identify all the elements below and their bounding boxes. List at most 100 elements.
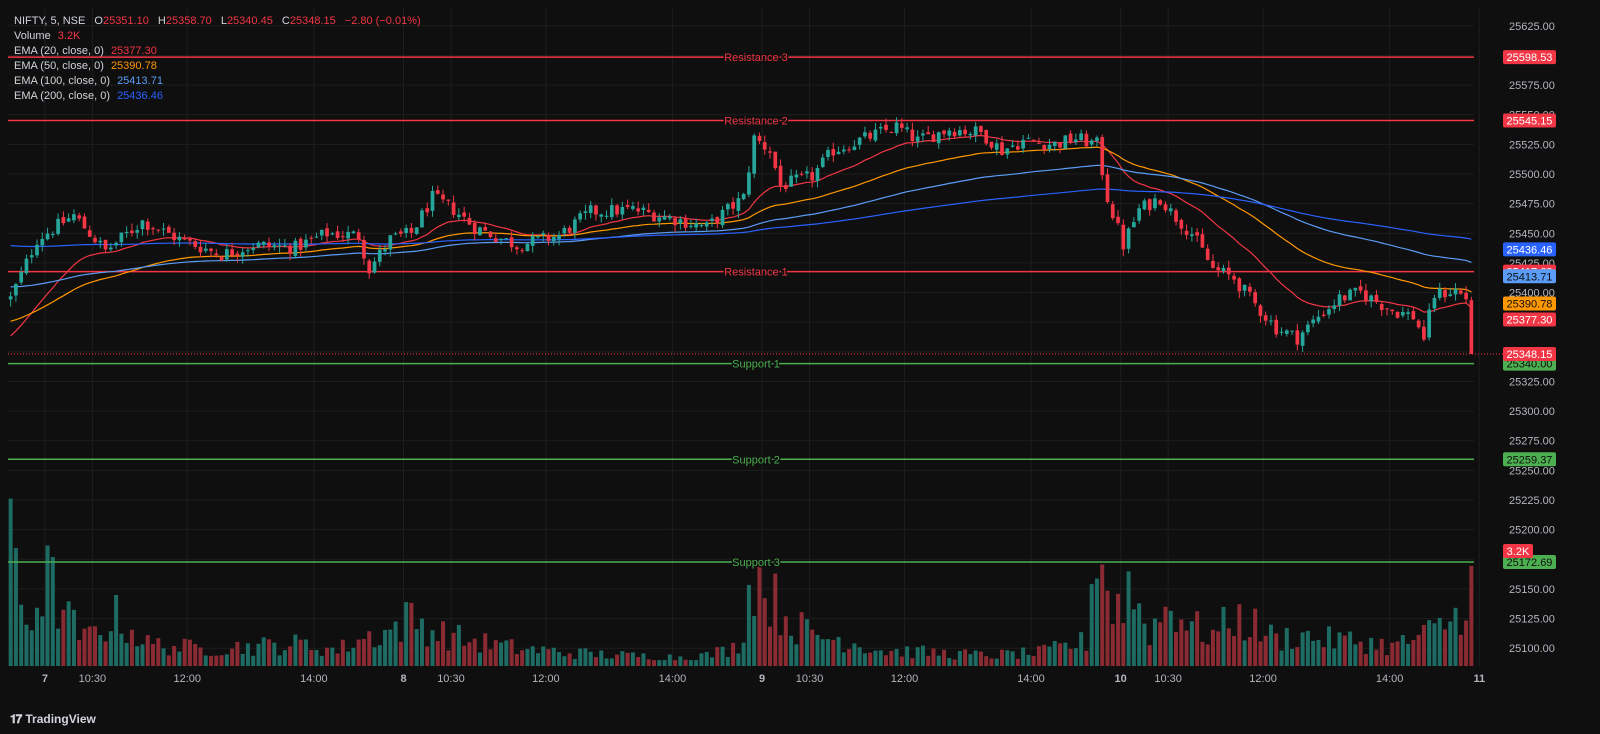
candle-body — [905, 127, 909, 130]
candle — [251, 242, 256, 254]
volume-bar — [77, 639, 82, 666]
candle-body — [1353, 287, 1358, 291]
candle — [151, 226, 155, 235]
volume-bar — [303, 639, 308, 666]
volume-bar — [24, 624, 29, 666]
ema200-legend-row[interactable]: EMA (200, close, 0) 25436.46 — [14, 89, 421, 104]
volume-bar — [804, 619, 809, 666]
ema20-legend-row[interactable]: EMA (20, close, 0) 25377.30 — [14, 44, 421, 59]
volume-bar — [673, 660, 678, 666]
low-key: L — [220, 15, 227, 27]
volume-badge-box — [1503, 544, 1533, 558]
volume-bar — [841, 652, 846, 666]
candle-body — [783, 185, 788, 189]
candle-body — [878, 126, 883, 129]
candle-body — [915, 136, 920, 142]
candle-body — [1184, 230, 1189, 235]
candle-body — [87, 230, 92, 237]
candle-body — [984, 129, 989, 144]
candle-body — [483, 227, 488, 231]
candle-body — [789, 175, 793, 187]
volume-bar — [1300, 632, 1305, 666]
candle-body — [620, 207, 625, 215]
volume-bar — [1068, 648, 1073, 666]
volume-legend-row[interactable]: Volume 3.2K — [14, 29, 421, 44]
volume-bar — [493, 640, 498, 666]
volume-bar — [884, 655, 889, 666]
candle — [1132, 217, 1136, 228]
candle-body — [694, 223, 699, 228]
volume-bar — [1058, 643, 1063, 666]
candle-body — [1258, 305, 1263, 316]
level-label: Resistance 2 — [724, 115, 788, 127]
candle — [1010, 140, 1015, 148]
volume-bar — [172, 645, 177, 666]
candle — [1052, 141, 1057, 152]
volume-bar — [715, 647, 720, 666]
candle-body — [525, 243, 530, 252]
volume-bar — [314, 650, 319, 666]
volume-bar — [1094, 578, 1099, 666]
volume-bar — [968, 654, 973, 666]
candle-body — [493, 238, 498, 242]
volume-badge: 3.2K — [1503, 544, 1533, 558]
volume-bar — [298, 639, 303, 666]
candle-body — [166, 226, 171, 233]
volume-bar — [942, 649, 947, 666]
candle — [124, 226, 129, 238]
candle-body — [172, 232, 176, 241]
volume-legend-label: Volume — [14, 30, 51, 42]
candle-body — [710, 218, 714, 221]
candle — [921, 129, 925, 142]
candle — [952, 128, 957, 139]
volume-bar — [889, 650, 894, 666]
volume-bar — [746, 584, 751, 666]
candle-body — [573, 219, 577, 233]
ema-badge-text: 25413.71 — [1507, 271, 1553, 283]
volume-bar — [752, 615, 757, 666]
candle — [1226, 260, 1231, 280]
candle-body — [868, 132, 873, 139]
volume-bar — [230, 648, 235, 666]
candle — [710, 214, 714, 227]
candle — [1200, 228, 1205, 248]
candle — [1063, 134, 1068, 149]
candle — [467, 212, 472, 226]
candle — [562, 225, 567, 237]
volume-bar — [1448, 621, 1453, 666]
volume-bar — [119, 633, 124, 666]
symbol-label[interactable]: NIFTY, 5, NSE — [14, 15, 86, 27]
candle — [673, 215, 677, 233]
candle-body — [1031, 139, 1036, 142]
volume-bar — [720, 646, 725, 666]
candle-body — [341, 236, 345, 238]
volume-bar — [646, 659, 651, 666]
candle — [831, 142, 836, 162]
candle — [910, 122, 915, 147]
candle-body — [1116, 216, 1120, 224]
candle — [277, 238, 282, 253]
tradingview-brand[interactable]: 𝟏𝟕 TradingView — [10, 712, 96, 727]
candle-body — [963, 129, 967, 135]
candle-body — [768, 151, 772, 153]
candle — [530, 232, 535, 253]
candle — [646, 203, 651, 214]
candle-body — [641, 207, 646, 211]
candle — [319, 229, 324, 241]
volume-bar — [1195, 611, 1200, 666]
candle-body — [367, 260, 372, 274]
time-axis[interactable]: 7 10:30 12:00 14:00 8 10:30 12:00 14:00 9 10:30 12… — [42, 673, 1485, 685]
candle — [1337, 290, 1342, 312]
volume-bar — [1042, 644, 1047, 666]
candle-body — [1010, 145, 1015, 147]
volume-bar — [1105, 590, 1110, 666]
ema50-legend-row[interactable]: EMA (50, close, 0) 25390.78 — [14, 59, 421, 74]
candle — [609, 198, 614, 220]
candle-body — [188, 238, 192, 241]
ema100-legend-row[interactable]: EMA (100, close, 0) 25413.71 — [14, 74, 421, 89]
level-badge-box — [1503, 113, 1556, 128]
volume-bar — [651, 660, 656, 666]
candle-body — [820, 157, 825, 167]
volume-bar — [683, 659, 688, 666]
